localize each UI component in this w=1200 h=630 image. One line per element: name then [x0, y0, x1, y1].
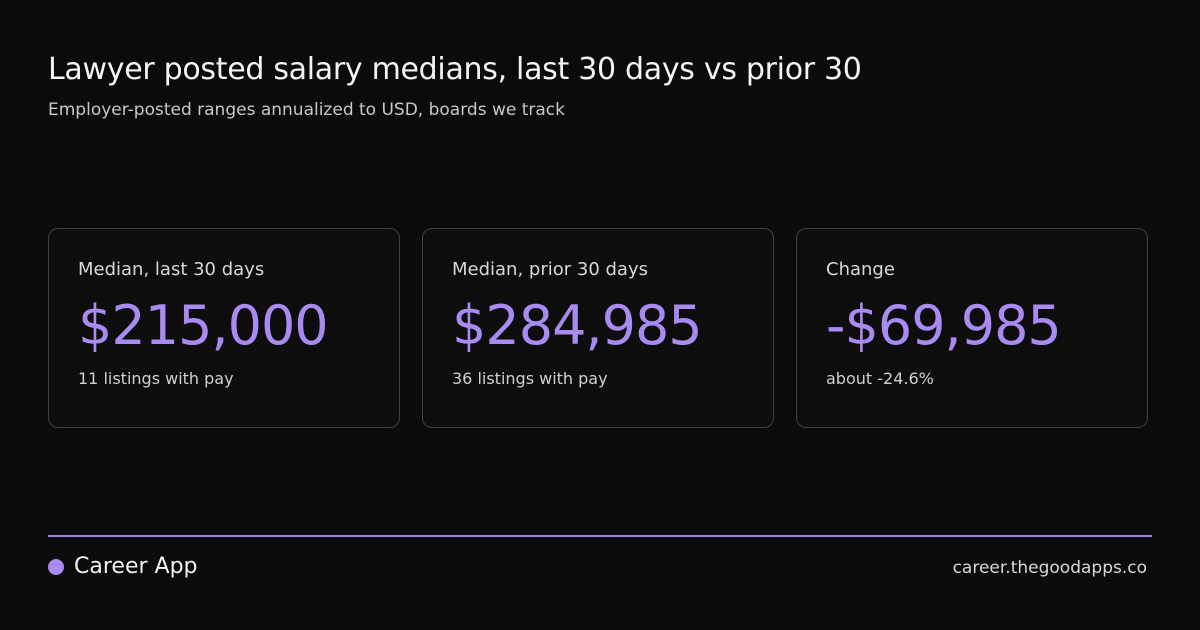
card-label: Median, prior 30 days [452, 259, 648, 280]
card: Median, last 30 days $215,000 11 listings … [48, 228, 400, 428]
card-value: $215,000 [78, 294, 329, 357]
card-value: $284,985 [452, 294, 703, 357]
card-label: Median, last 30 days [78, 259, 265, 280]
divider [48, 535, 1152, 537]
card-label: Change [826, 259, 895, 280]
card-value: -$69,985 [826, 294, 1062, 357]
title: Lawyer posted salary medians, last 30 da… [48, 52, 862, 87]
brand-name: Career App [74, 554, 198, 579]
cards: Median, last 30 days $215,000 11 listings … [48, 228, 1148, 428]
url: career.thegoodapps.co [952, 558, 1147, 578]
card: Change -$69,985 about -24.6% [796, 228, 1148, 428]
brand: Career App [48, 554, 198, 579]
card-note: 11 listings with pay [78, 369, 234, 388]
brand-dot [48, 558, 64, 575]
card-note: about -24.6% [826, 369, 934, 388]
card: Median, prior 30 days $284,985 36 listings… [422, 228, 774, 428]
card-note: 36 listings with pay [452, 369, 608, 388]
subtitle: Employer-posted ranges annualized to USD… [48, 100, 565, 120]
